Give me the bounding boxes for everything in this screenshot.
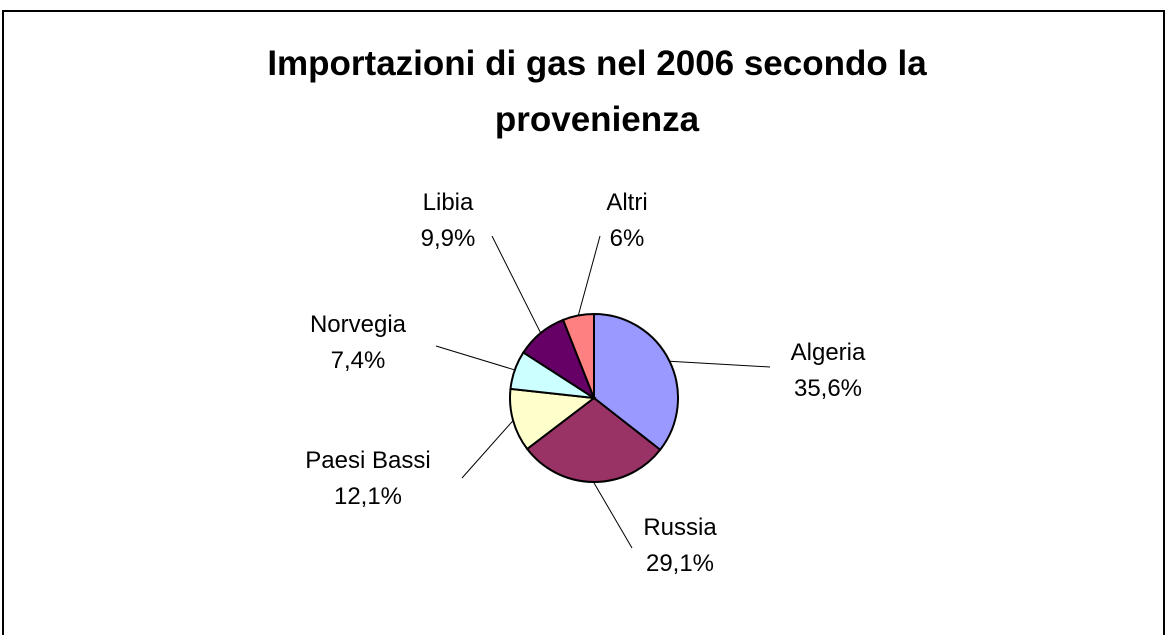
slice-value-label: 9,9% [421, 225, 476, 252]
leader-line [669, 360, 771, 368]
pie-slice [593, 312, 679, 452]
slice-value-label: 12,1% [334, 483, 402, 510]
slice-label: Paesi Bassi [305, 447, 430, 474]
slice-value-label: 35,6% [794, 375, 862, 402]
chart-frame [2, 10, 1165, 635]
slice-value-label: 29,1% [646, 550, 714, 577]
slice-label: Russia [643, 514, 717, 541]
slice-value-label: 7,4% [331, 347, 386, 374]
leader-line [593, 481, 633, 549]
slice-value-label: 6% [610, 225, 645, 252]
leader-line [461, 420, 514, 479]
slice-label: Altri [606, 189, 647, 216]
pie-slice [561, 312, 595, 399]
leader-line [491, 235, 542, 334]
slice-label: Norvegia [310, 311, 407, 338]
slice-label: Algeria [791, 339, 866, 366]
leader-line [435, 345, 515, 371]
slice-label: Libia [423, 189, 474, 216]
chart-title: Importazioni di gas nel 2006 secondo la … [267, 44, 927, 139]
pie-slice [509, 387, 597, 451]
leader-line [577, 235, 601, 316]
pie-slice [525, 396, 662, 483]
